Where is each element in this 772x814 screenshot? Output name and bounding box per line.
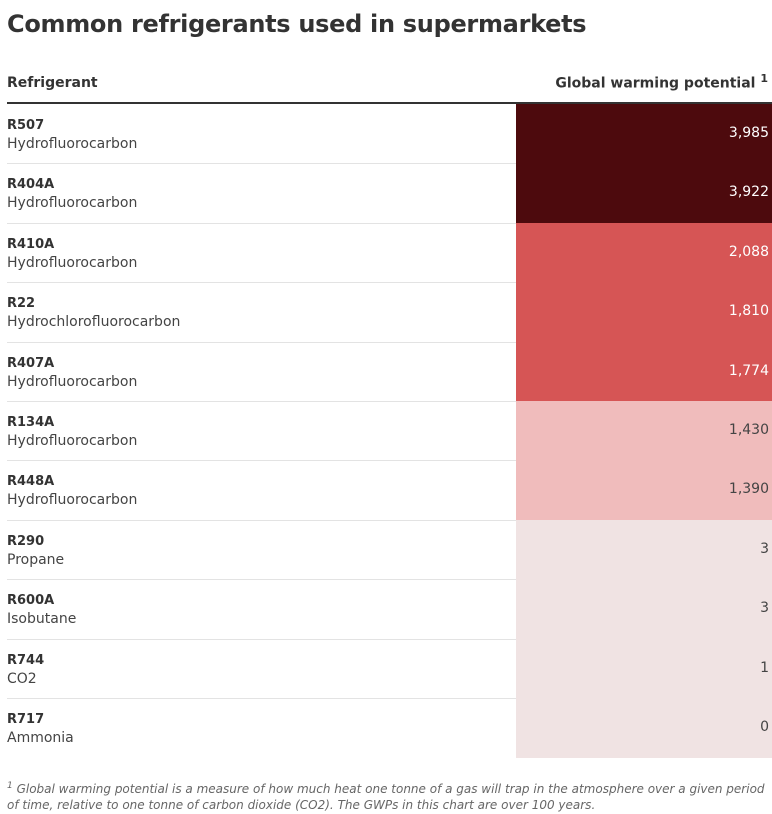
cell-fill <box>516 104 772 164</box>
row-separator <box>7 460 516 462</box>
cell-fill <box>516 401 772 461</box>
refrigerant-name: R404A <box>7 177 55 193</box>
cell-fill <box>516 341 772 402</box>
refrigerant-name: R22 <box>7 296 36 312</box>
cell-fill <box>516 282 772 343</box>
cell-fill <box>516 163 772 224</box>
gwp-value: 1,390 <box>728 481 769 498</box>
refrigerant-type: Hydrofluorocarbon <box>7 373 138 390</box>
row-separator <box>7 282 516 284</box>
refrigerant-type: Hydrofluorocarbon <box>7 195 138 212</box>
gwp-value: 0 <box>760 719 769 735</box>
row-separator <box>7 579 516 581</box>
refrigerant-type: Hydrofluorocarbon <box>7 136 138 152</box>
refrigerant-name: R407A <box>7 355 55 371</box>
cell-fill <box>516 698 772 758</box>
refrigerant-type: Isobutane <box>7 611 77 628</box>
note-marker: 1 <box>760 72 768 85</box>
gwp-value: 3,985 <box>728 125 769 141</box>
row-separator <box>7 519 516 521</box>
refrigerant-type: Hydrofluorocarbon <box>7 492 138 509</box>
refrigerant-name: R290 <box>7 533 45 549</box>
refrigerant-name: R744 <box>7 652 45 668</box>
refrigerant-type: CO2 <box>7 670 37 687</box>
row-separator <box>7 698 516 699</box>
note-marker: 1 <box>7 781 13 791</box>
footnote-text: Global warming potential is a measure of… <box>7 782 765 812</box>
row-separator <box>7 341 516 343</box>
column-header: Refrigerant <box>7 75 98 91</box>
cell-fill <box>516 638 772 699</box>
refrigerant-type: Hydrofluorocarbon <box>7 254 138 271</box>
gwp-value: 1,430 <box>728 422 769 438</box>
row-separator <box>7 401 516 402</box>
cell-fill <box>516 460 772 521</box>
gwp-value: 3,922 <box>728 184 769 201</box>
refrigerant-name: R134A <box>7 415 55 430</box>
gwp-value: 3 <box>760 600 769 617</box>
refrigerant-type: Propane <box>7 551 65 568</box>
footnote: 1 Global warming potential is a measure … <box>7 778 767 813</box>
refrigerant-name: R410A <box>7 236 55 252</box>
cell-fill <box>516 222 772 283</box>
refrigerant-name: R717 <box>7 712 45 727</box>
row-separator <box>7 163 516 165</box>
refrigerant-type: Hydrofluorocarbon <box>7 433 138 449</box>
row-separator <box>7 222 516 224</box>
header-text: Global warming potential <box>555 75 756 92</box>
refrigerant-name: R600A <box>7 593 55 609</box>
gwp-value: 2,088 <box>728 243 769 260</box>
gwp-value: 1,774 <box>728 362 769 379</box>
cell-fill <box>516 579 772 640</box>
refrigerant-type: Hydrochlorofluorocarbon <box>7 314 181 331</box>
refrigerant-name: R448A <box>7 474 55 490</box>
gwp-value: 3 <box>760 540 769 557</box>
gwp-value: 1 <box>760 659 769 676</box>
gwp-value: 1,810 <box>728 303 769 320</box>
title: Common refrigerants used in supermarkets <box>7 10 587 38</box>
refrigerant-name: R507 <box>7 118 45 133</box>
header-rule <box>7 102 772 104</box>
column-header: Global warming potential 1 <box>555 72 768 92</box>
refrigerant-type: Ammonia <box>7 730 74 746</box>
row-separator <box>7 638 516 640</box>
cell-fill <box>516 519 772 580</box>
